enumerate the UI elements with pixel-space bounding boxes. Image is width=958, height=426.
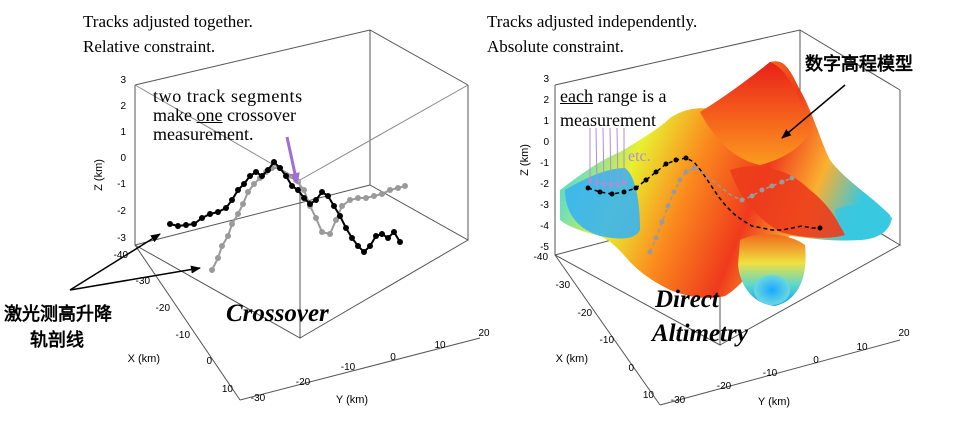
y-tick: -30 (251, 393, 266, 404)
z-tick: 2 (120, 101, 126, 112)
z-axis-label: Z (km) (519, 144, 531, 176)
z-tick: 3 (543, 74, 549, 85)
note-text: make (153, 105, 197, 125)
crossover-note-line3: measurement. (153, 124, 254, 144)
dem-label-arrow (781, 84, 846, 139)
right-z-ticks: 3 2 1 0 -1 -2 -3 -4 -5 (540, 74, 549, 253)
x-tick: -40 (114, 250, 129, 261)
z-tick: -5 (540, 242, 549, 253)
right-caption-line2: Absolute constraint. (487, 37, 624, 56)
altimetry-note-line2: measurement (560, 110, 656, 130)
range-measurement-arrows (587, 127, 627, 189)
x-tick: -10 (600, 335, 615, 346)
left-x-ticks: -40 -30 -20 -10 0 10 (114, 250, 234, 395)
x-tick: -30 (136, 276, 151, 287)
y-tick: -20 (296, 377, 311, 388)
right-caption-line1: Tracks adjusted independently. (487, 12, 698, 31)
z-tick: -1 (540, 158, 549, 169)
y-tick: 10 (434, 340, 446, 351)
y-tick: -20 (717, 381, 732, 392)
note-text: crossover (222, 105, 296, 125)
z-tick: 1 (543, 116, 549, 127)
left-floor-axes (134, 244, 481, 401)
x-tick: -10 (176, 330, 191, 341)
x-tick: -30 (556, 280, 571, 291)
z-tick: 1 (120, 127, 126, 138)
x-axis-label: X (km) (556, 353, 588, 365)
track-label-line1: 激光测高升降 (4, 304, 112, 325)
z-tick: -3 (540, 200, 549, 211)
dem-label: 数字高程模型 (805, 54, 913, 75)
note-emphasis: one (196, 105, 223, 125)
y-tick: 20 (478, 328, 490, 339)
note-emphasis: each (560, 86, 593, 106)
x-tick: -20 (156, 303, 171, 314)
crossover-note-line1: two track segments (153, 86, 303, 106)
right-black-track (585, 155, 823, 231)
x-tick: -20 (578, 308, 593, 319)
right-x-ticks: -40 -30 -20 -10 0 10 (534, 252, 655, 401)
method-label-direct: Direct (655, 286, 719, 313)
y-tick: 20 (898, 328, 910, 339)
left-z-ticks: 3 2 1 0 -1 -2 -3 (117, 75, 126, 244)
right-y-ticks: -30 -20 -10 0 10 20 (671, 328, 910, 406)
z-tick: 2 (543, 95, 549, 106)
x-tick: -40 (534, 252, 549, 263)
y-tick: -10 (763, 368, 778, 379)
z-tick: 0 (120, 153, 126, 164)
z-tick: -2 (540, 179, 549, 190)
track-label-arrows (69, 233, 201, 291)
x-tick: 0 (628, 363, 634, 374)
dem-surface (560, 61, 892, 306)
y-tick: 0 (390, 352, 396, 363)
track-label-line2: 轨剖线 (30, 330, 84, 351)
y-tick: 0 (813, 355, 819, 366)
x-axis-label: X (km) (128, 353, 160, 365)
crossover-arrow (285, 136, 300, 185)
note-text: range is a (592, 86, 667, 106)
z-axis-label: Z (km) (93, 159, 105, 191)
x-tick: 10 (643, 390, 655, 401)
y-axis-label: Y (km) (758, 396, 790, 408)
left-y-ticks: -30 -20 -10 0 10 20 (251, 328, 490, 404)
z-tick: -2 (117, 206, 126, 217)
z-tick: 0 (543, 137, 549, 148)
left-axes-box (134, 29, 469, 339)
z-tick: -4 (540, 221, 549, 232)
z-tick: 3 (120, 75, 126, 86)
x-tick: 0 (206, 356, 212, 367)
z-tick: -3 (117, 233, 126, 244)
z-tick: -1 (117, 179, 126, 190)
x-tick: 10 (222, 384, 234, 395)
y-tick: -30 (671, 395, 686, 406)
altimetry-note-line1: each range is a (560, 86, 666, 107)
etc-label: etc. (628, 148, 651, 165)
y-axis-label: Y (km) (336, 394, 368, 406)
method-label-altimetry: Altimetry (652, 320, 748, 347)
method-label-crossover: Crossover (226, 300, 329, 327)
y-tick: 10 (856, 342, 868, 353)
left-caption-line1: Tracks adjusted together. (83, 12, 253, 31)
right-gray-track (647, 165, 795, 255)
y-tick: -10 (341, 362, 356, 373)
crossover-note-line2: make one crossover (153, 105, 296, 126)
left-caption-line2: Relative constraint. (83, 37, 216, 56)
